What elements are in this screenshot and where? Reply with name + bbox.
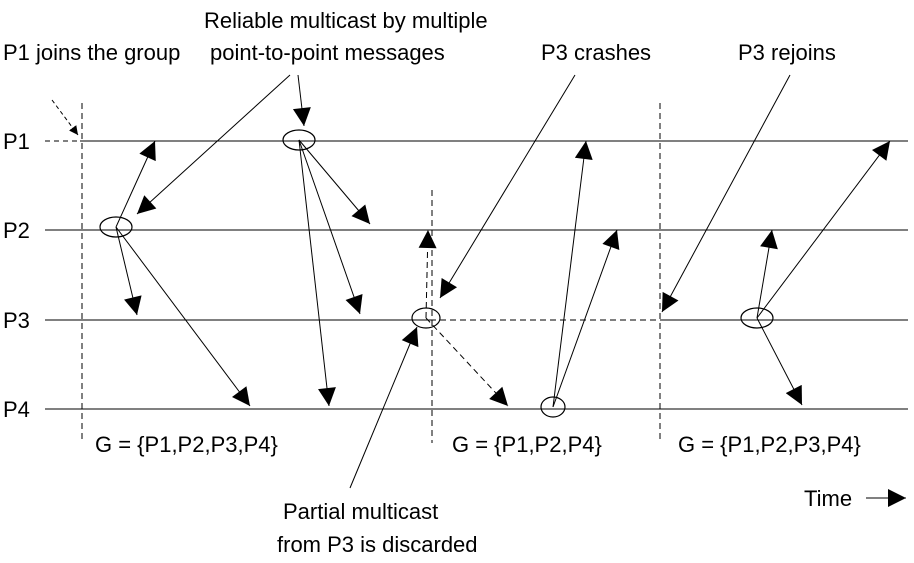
pointer-p1-joins [51,99,79,136]
pointer-reliable-to-p1 [292,74,311,127]
msg-p1-p2 [298,139,371,225]
group-view-3: G = {P1,P2,P3,P4} [678,432,861,457]
pointer-p3-rejoins [661,74,791,313]
process-label-p2: P2 [3,218,30,243]
msg-p3-p2 [756,229,778,319]
msg-p1-p3 [298,139,363,315]
label-p3-crashes: P3 crashes [541,40,651,65]
label-p1-joins: P1 joins the group [3,40,180,65]
msg-p4-p2 [552,229,620,408]
process-label-p4: P4 [3,397,30,422]
sender-p4 [540,396,566,418]
time-label: Time [804,486,852,511]
group-view-2: G = {P1,P2,P4} [452,432,602,457]
label-partial-line2: from P3 is discarded [277,532,478,557]
sender-p3-rejoined [740,307,774,329]
sender-p1 [282,129,316,151]
label-reliable-line1: Reliable multicast by multiple [204,8,488,33]
label-reliable-line2: point-to-point messages [210,40,445,65]
msg-p2-p4 [115,226,251,407]
sender-p3-partial [411,307,441,329]
msg-p2-p3 [115,226,142,316]
msg-p3-p4-partial [425,317,509,407]
msg-p1-p4 [298,139,336,407]
msg-p2-p1 [115,140,156,228]
label-p3-rejoins: P3 rejoins [738,40,836,65]
pointer-partial-multicast [349,326,419,489]
label-partial-line1: Partial multicast [283,499,438,524]
group-view-1: G = {P1,P2,P3,P4} [95,432,278,457]
pointer-p3-crashes [439,74,576,299]
msg-p3-p1 [756,140,891,319]
pointer-reliable-to-p2 [136,74,291,215]
msg-p3-p4 [756,317,803,406]
sender-p2 [99,216,133,238]
process-label-p1: P1 [3,129,30,154]
process-label-p3: P3 [3,308,30,333]
msg-p3-p2-partial [418,229,437,319]
msg-p4-p1 [552,140,593,408]
